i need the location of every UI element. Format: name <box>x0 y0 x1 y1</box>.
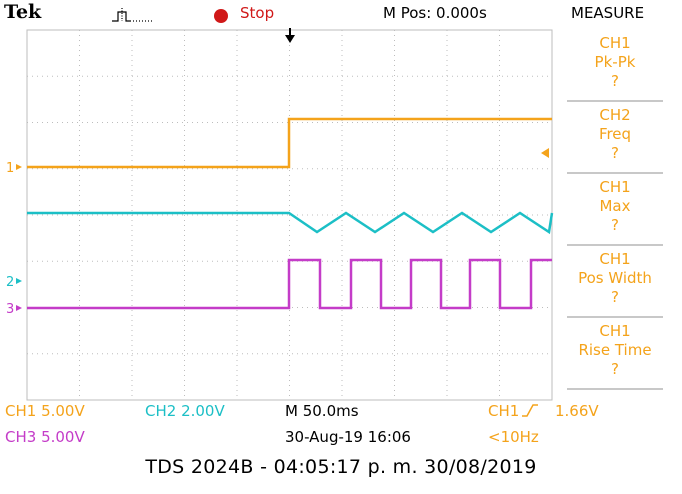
footer-caption: TDS 2024B - 04:05:17 p. m. 30/08/2019 <box>145 456 537 478</box>
svg-text:3: 3 <box>6 302 14 317</box>
measure-type: Pos Width <box>578 269 652 287</box>
trigger-level-arrow <box>541 148 549 158</box>
measure-value: ? <box>611 144 619 162</box>
measure-source: CH1 <box>599 322 631 340</box>
measure-value: ? <box>611 360 619 378</box>
down-arrow-icon <box>285 28 295 43</box>
measure-slot-4[interactable]: CH1 Pos Width? <box>567 246 663 318</box>
ch2-waveform <box>27 211 554 235</box>
trigger-frequency: <10Hz <box>488 428 539 446</box>
measure-value: ? <box>611 72 619 90</box>
measure-value: ? <box>611 288 619 306</box>
measure-slot-1[interactable]: CH1 Pk-Pk? <box>567 30 663 102</box>
menu-title: MEASURE <box>571 4 645 22</box>
measure-slot-5[interactable]: CH1 Rise Time? <box>567 318 663 390</box>
measure-value: ? <box>611 216 619 234</box>
measure-type: Rise Time <box>578 341 652 359</box>
measure-type: Max <box>599 197 631 215</box>
measure-source: CH1 <box>599 178 631 196</box>
graticule <box>26 29 553 401</box>
measure-slot-2[interactable]: CH2 Freq? <box>567 102 663 174</box>
measure-type: Freq <box>598 125 632 143</box>
ch2-scale: CH2 2.00V <box>145 402 225 420</box>
pulse-icon <box>112 8 152 22</box>
trigger-level: 1.66V <box>555 402 599 420</box>
trigger-source: CH1 <box>488 402 520 420</box>
waveform-display: 1 2 3 <box>6 8 554 401</box>
timebase: M 50.0ms <box>285 402 359 420</box>
measure-menu: CH1 Pk-Pk? CH2 Freq? CH1 Max? CH1 Pos Width? CH1… <box>567 30 663 390</box>
ch1-waveform <box>27 117 552 169</box>
measure-source: CH1 <box>599 250 631 268</box>
ch1-marker: 1 <box>6 161 22 176</box>
horizontal-position: M Pos: 0.000s <box>383 4 487 22</box>
ch2-marker: 2 <box>6 275 22 290</box>
measure-slot-3[interactable]: CH1 Max? <box>567 174 663 246</box>
brand-logo: Tek <box>4 1 42 23</box>
measure-source: CH1 <box>599 34 631 52</box>
run-state[interactable]: Stop <box>240 4 275 22</box>
svg-text:1: 1 <box>6 161 14 176</box>
measure-source: CH2 <box>599 106 631 124</box>
measure-type: Pk-Pk <box>594 53 636 71</box>
svg-text:2: 2 <box>6 275 14 290</box>
date-time: 30-Aug-19 16:06 <box>285 428 411 446</box>
ch3-waveform <box>27 258 552 310</box>
ch3-marker: 3 <box>6 302 22 317</box>
stop-dot-icon <box>214 9 228 23</box>
ch1-scale: CH1 5.00V <box>5 402 85 420</box>
ch3-scale: CH3 5.00V <box>5 428 85 446</box>
